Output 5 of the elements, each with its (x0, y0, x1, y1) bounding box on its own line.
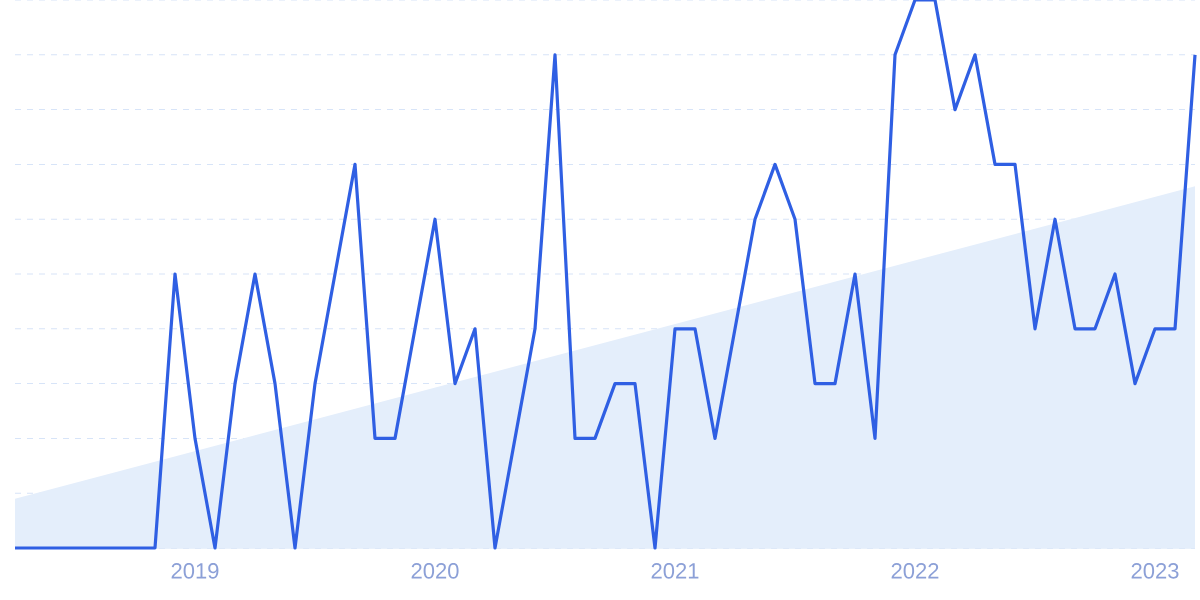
x-tick-label: 2021 (651, 563, 699, 579)
x-tick-label: 2022 (891, 563, 939, 579)
x-tick-label: 2023 (1131, 563, 1179, 579)
x-tick-label: 2019 (171, 563, 219, 579)
x-tick-label: 2020 (411, 563, 459, 579)
